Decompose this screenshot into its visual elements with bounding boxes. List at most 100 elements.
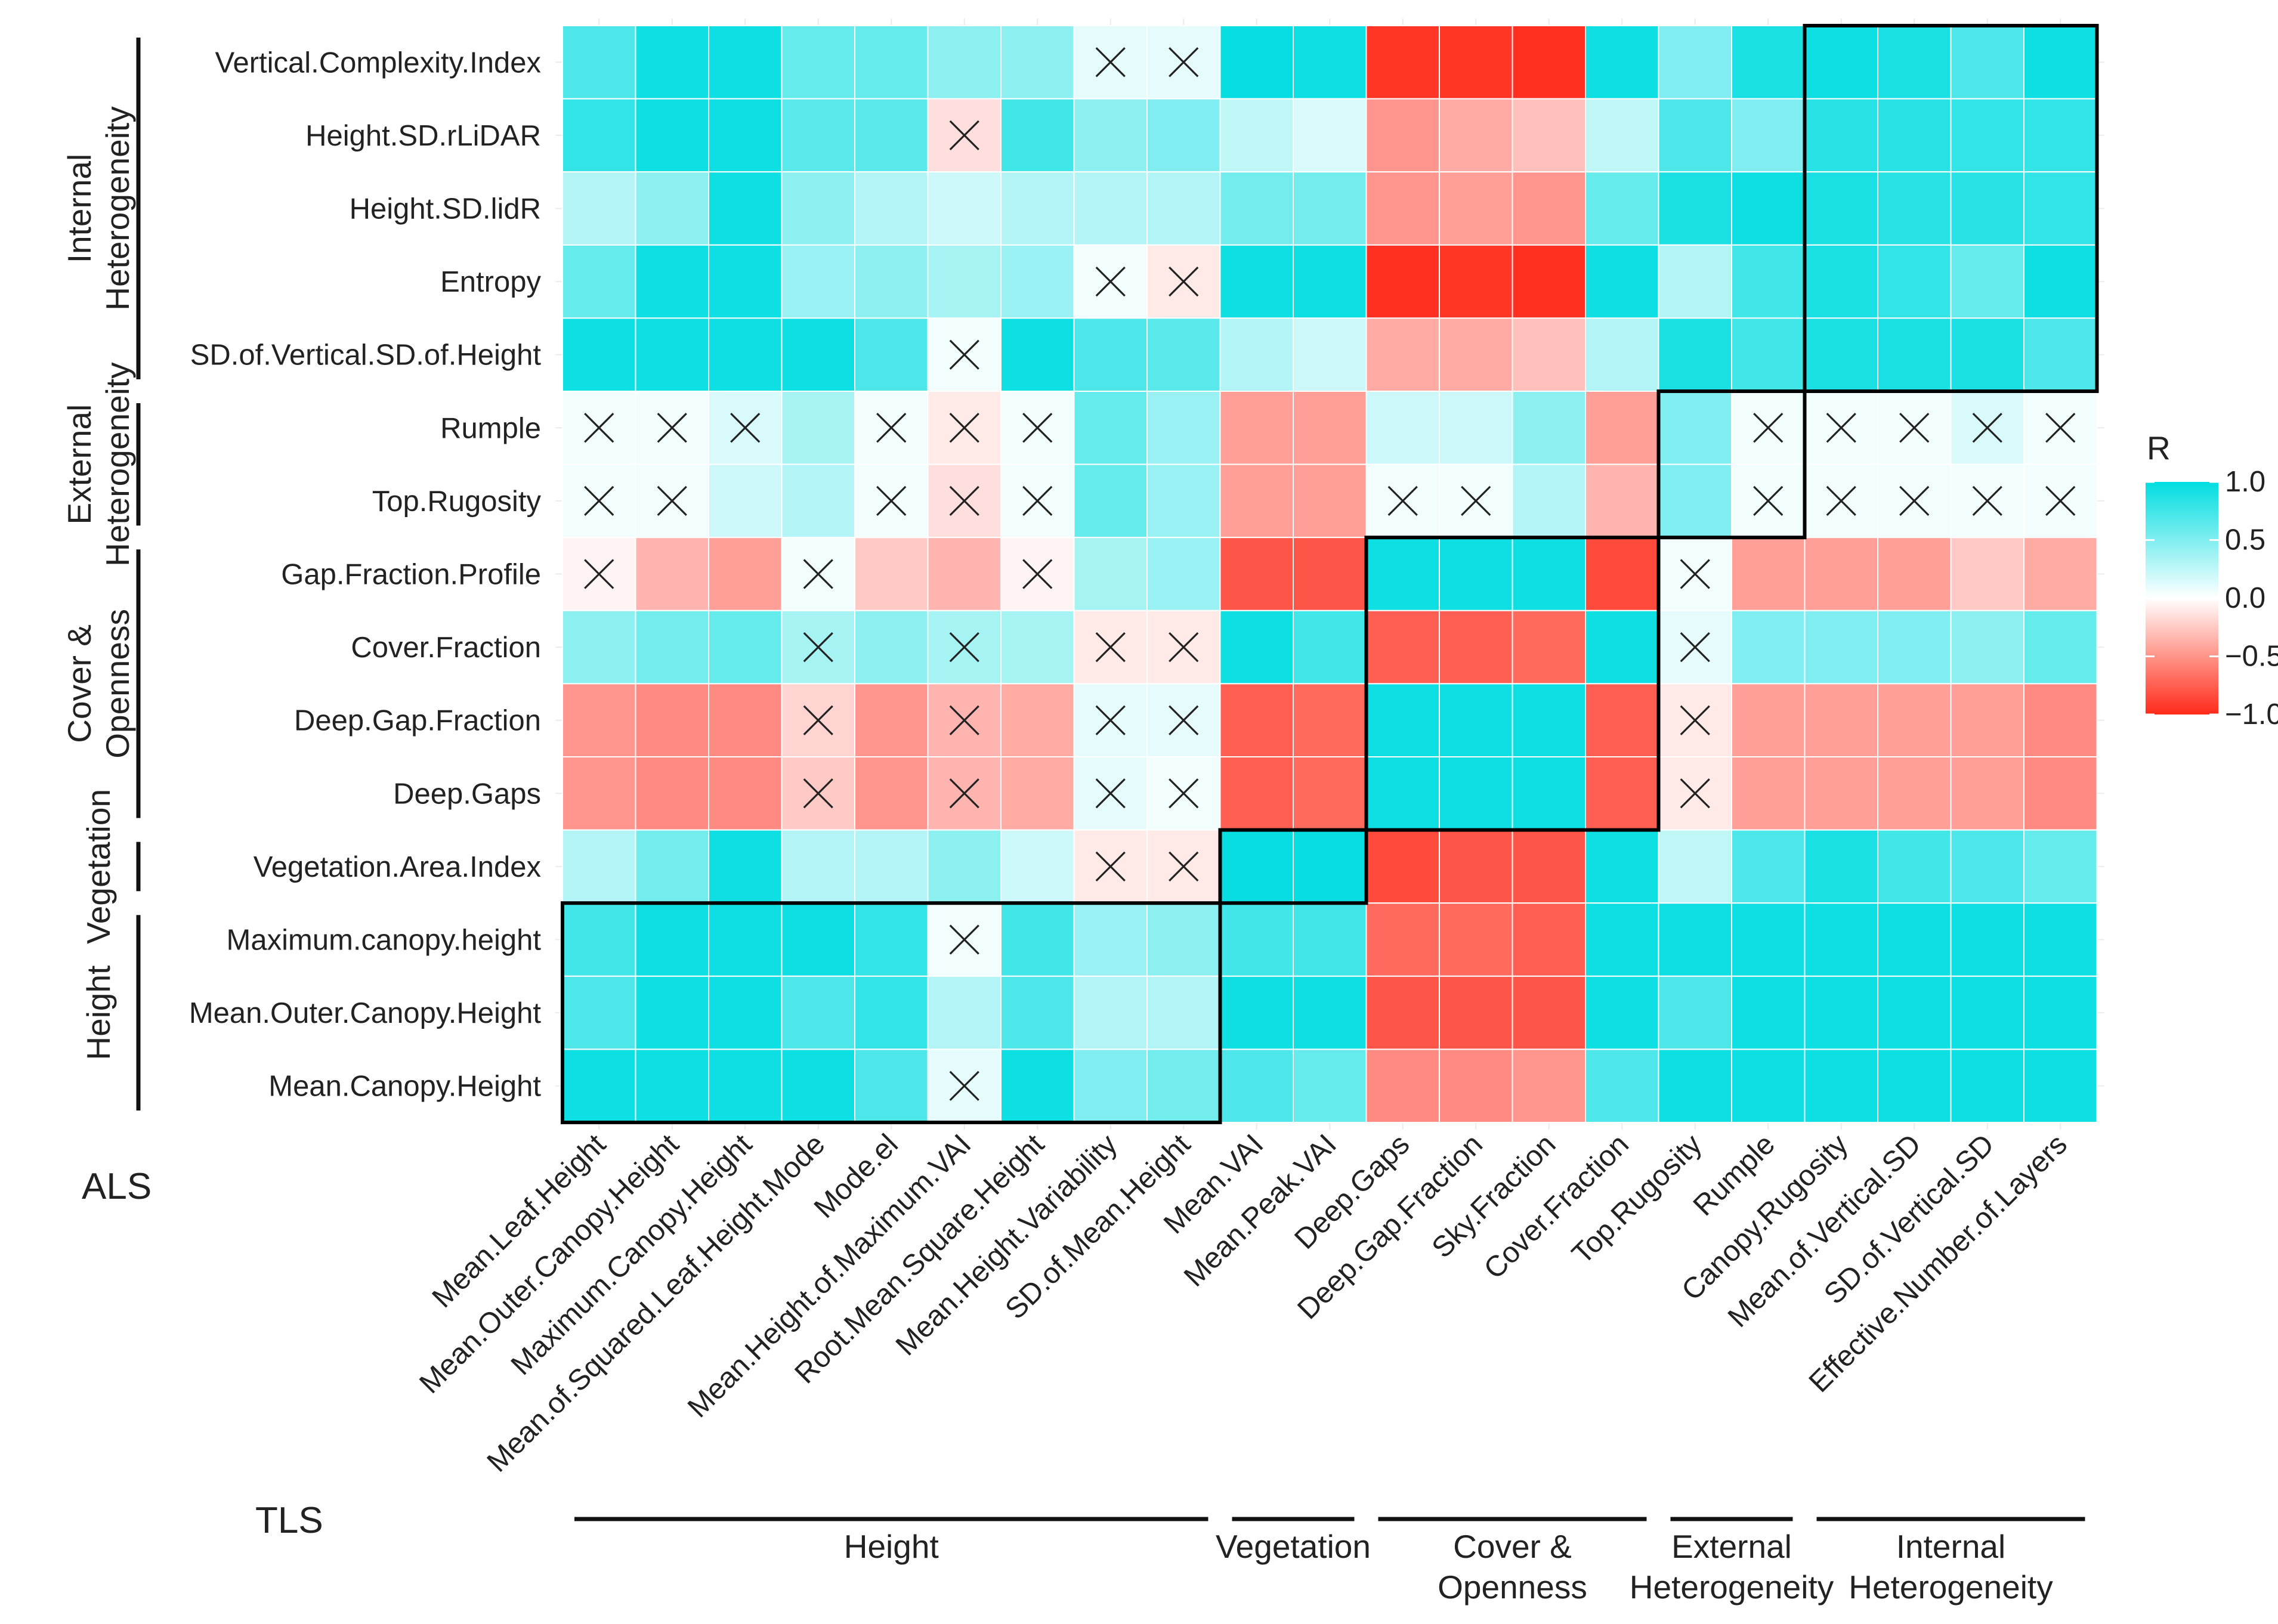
heatmap-cell [1877,317,1952,392]
heatmap-cell [1293,98,1367,173]
heatmap-cell [1731,975,1806,1050]
heatmap-cell [1804,244,1878,319]
heatmap-cells [562,25,2098,1124]
heatmap-cell [1293,537,1367,611]
heatmap-cell [1000,25,1075,100]
heatmap-cell [2023,1048,2098,1124]
not-significant-mark [949,778,979,809]
heatmap-cell [1146,171,1221,246]
heatmap-cell [1731,25,1806,100]
row-group-label: Heterogeneity [99,106,136,311]
heatmap-cell [1877,975,1952,1050]
heatmap-cell [927,537,1002,611]
heatmap-cell [1585,902,1659,977]
column-group-label: Vegetation [1216,1528,1371,1565]
heatmap-cell [1950,537,2024,611]
row-label: Mean.Outer.Canopy.Height [189,997,542,1029]
legend-title: R [2147,429,2171,466]
x-axis-title: TLS [255,1500,323,1541]
not-significant-mark [584,485,614,516]
heatmap-cell [1293,683,1367,758]
not-significant-mark [1095,851,1126,882]
heatmap-cell [2023,25,2098,100]
row-group-label: External [61,404,98,525]
row-label: Deep.Gaps [393,778,541,810]
heatmap-cell [2023,244,2098,319]
not-significant-mark [1680,559,1710,589]
heatmap-cell [1293,391,1367,465]
heatmap-cell [1439,975,1513,1050]
heatmap-cell [1439,610,1513,685]
heatmap-cell [1950,25,2024,100]
not-significant-mark [657,485,687,516]
heatmap-cell [1731,610,1806,685]
heatmap-cell [1146,98,1221,173]
heatmap-cell [2023,975,2098,1050]
not-significant-mark [949,485,979,516]
not-significant-mark [949,632,979,663]
heatmap-cell [1293,317,1367,392]
row-label: Top.Rugosity [372,485,542,518]
heatmap-cell [708,902,783,977]
heatmap-cell [562,244,636,319]
heatmap-cell [1365,610,1440,685]
heatmap-cell [635,244,709,319]
heatmap-cell [1804,683,1878,758]
heatmap-cell [708,171,783,246]
heatmap-cell [854,829,929,904]
heatmap-cell [1219,244,1294,319]
heatmap-cell [854,537,929,611]
heatmap-cell [708,829,783,904]
heatmap-cell [562,683,636,758]
not-significant-mark [1461,485,1491,516]
heatmap-cell [562,317,636,392]
legend-tick-label: 0.0 [2225,582,2265,614]
heatmap-cell [1731,902,1806,977]
not-significant-mark [949,1071,979,1101]
heatmap-cell [1365,756,1440,831]
heatmap-cell [1000,171,1075,246]
not-significant-mark [1972,413,2002,443]
not-significant-mark [1095,47,1126,78]
heatmap-cell [1293,171,1367,246]
column-groups: Height Vegetation Cover & Openness External H… [574,1517,2085,1606]
heatmap-cell [1146,391,1221,465]
row-label: Rumple [440,412,541,444]
nonsignificant-marks [584,47,2076,1101]
heatmap-cell [1950,244,2024,319]
heatmap-cell [927,829,1002,904]
not-significant-mark [803,559,833,589]
heatmap-cell [1512,975,1586,1050]
heatmap-cell [1877,25,1952,100]
heatmap-cell [1000,756,1075,831]
heatmap-cell [1000,244,1075,319]
heatmap-cell [1073,98,1148,173]
not-significant-mark [949,339,979,370]
row-label: Vertical.Complexity.Index [215,47,542,79]
column-group-label: Openness [1438,1569,1587,1606]
not-significant-mark [2045,485,2076,516]
heatmap-cell [1804,610,1878,685]
heatmap-cell [1439,317,1513,392]
heatmap-cell [1950,98,2024,173]
heatmap-cell [1073,171,1148,246]
not-significant-mark [803,705,833,735]
heatmap-cell [1293,610,1367,685]
not-significant-mark [1022,413,1053,443]
heatmap-cell [2023,756,2098,831]
heatmap-cell [1219,463,1294,539]
heatmap-cell [1658,1048,1732,1124]
heatmap-cell [1512,317,1586,392]
heatmap-cell [1658,317,1732,392]
heatmap-cell [1439,1048,1513,1124]
column-labels: Mean.Leaf.HeightMean.Outer.Canopy.Height… [413,1128,2073,1478]
heatmap-cell [562,902,636,977]
heatmap-cell [1219,902,1294,977]
heatmap-cell [1658,829,1732,904]
heatmap-cell [781,975,855,1050]
heatmap-cell [1877,171,1952,246]
heatmap-cell [781,244,855,319]
heatmap-cell [635,537,709,611]
not-significant-mark [1169,632,1199,663]
heatmap-cell [1439,391,1513,465]
